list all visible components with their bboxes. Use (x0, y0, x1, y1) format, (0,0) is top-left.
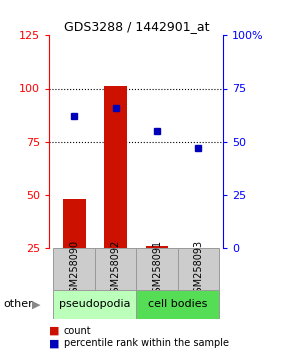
Bar (63, 199, 86, 301)
Bar (146, 246, 168, 301)
Text: count: count (64, 326, 91, 336)
Text: ■: ■ (49, 326, 60, 336)
Bar (95, 248, 136, 290)
Title: GDS3288 / 1442901_at: GDS3288 / 1442901_at (64, 20, 209, 33)
Text: cell bodies: cell bodies (148, 299, 207, 309)
Text: GSM258093: GSM258093 (193, 239, 204, 299)
Bar (136, 248, 178, 290)
Bar (53, 290, 136, 319)
Bar (53, 248, 95, 290)
Text: other: other (3, 299, 33, 309)
Bar (178, 248, 219, 290)
Text: percentile rank within the sample: percentile rank within the sample (64, 338, 229, 348)
Text: ■: ■ (49, 338, 60, 348)
Text: ▶: ▶ (32, 299, 40, 309)
Text: GSM258092: GSM258092 (110, 239, 121, 299)
Bar (104, 86, 127, 301)
Text: pseudopodia: pseudopodia (59, 299, 130, 309)
Bar (136, 290, 219, 319)
Bar (187, 280, 210, 301)
Text: GSM258090: GSM258090 (69, 239, 79, 299)
Text: GSM258091: GSM258091 (152, 239, 162, 299)
